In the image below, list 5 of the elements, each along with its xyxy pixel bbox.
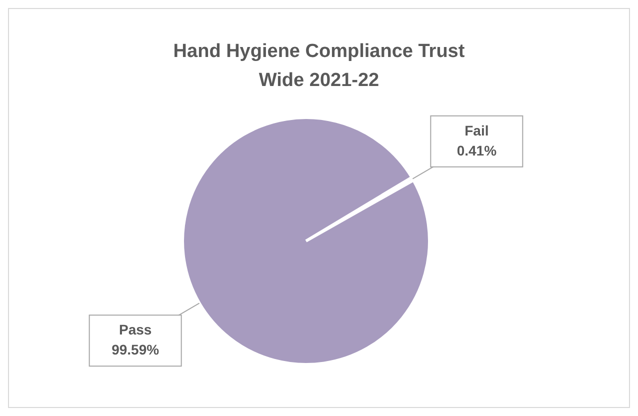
- data-label: 99.59%: [112, 341, 160, 358]
- chart-title: Hand Hygiene Compliance Trust Wide 2021-22: [172, 40, 466, 93]
- slice-label: Fail: [464, 122, 489, 138]
- slice-label: Pass: [118, 321, 152, 338]
- data-label: 0.41%: [456, 142, 498, 158]
